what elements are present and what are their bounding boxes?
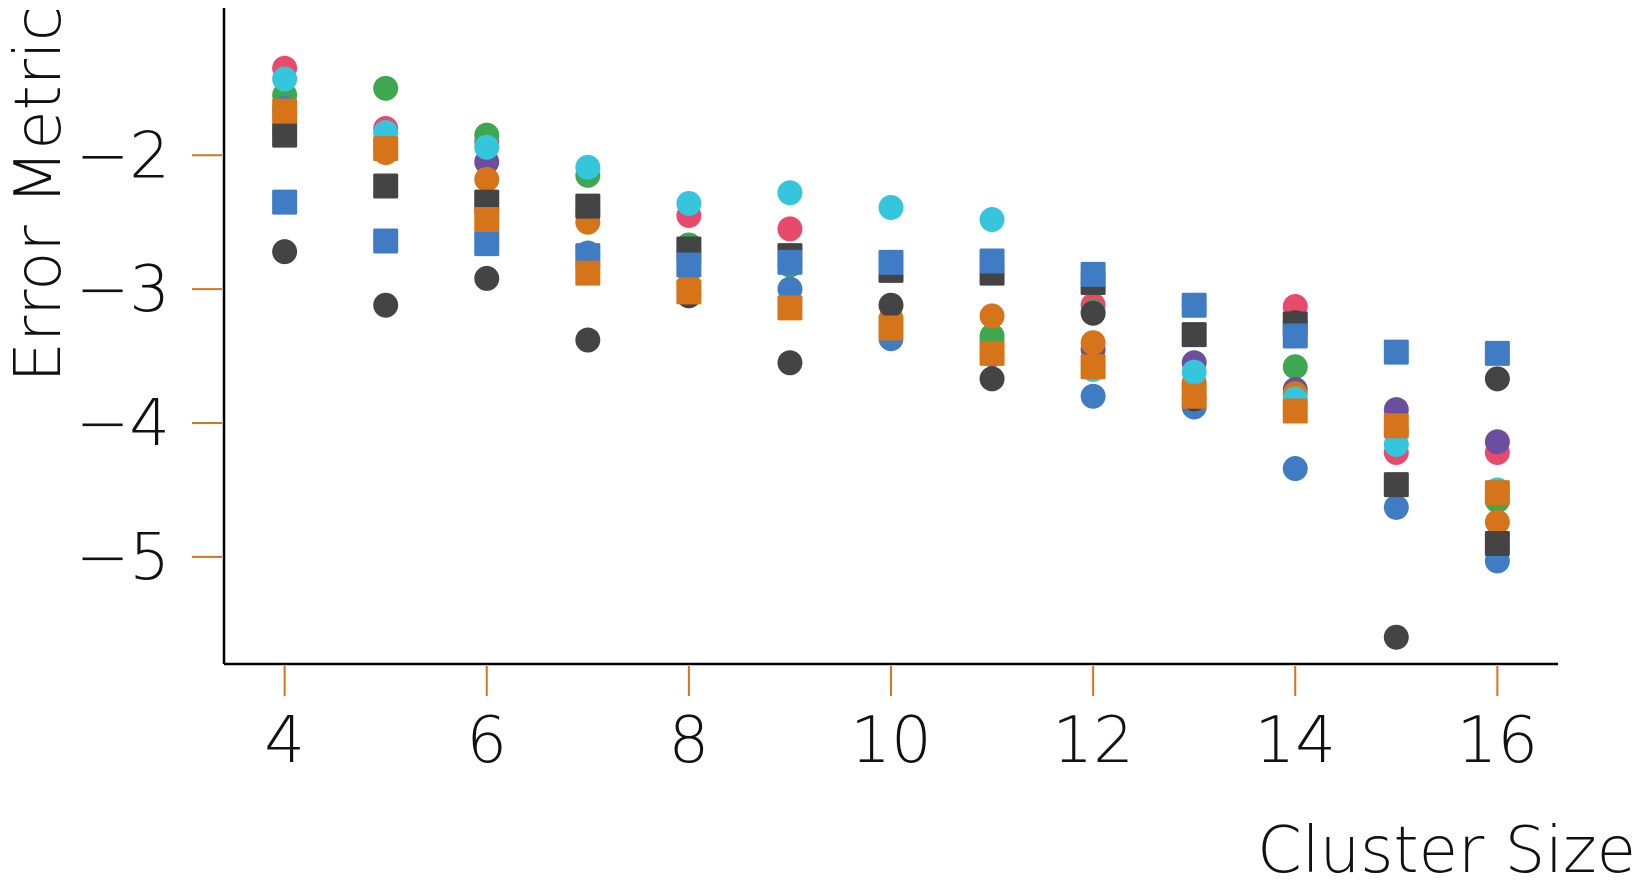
data-point-circle (1383, 624, 1409, 650)
data-point-square (272, 189, 298, 215)
data-point-circle (1282, 354, 1308, 380)
data-point-square (474, 231, 500, 257)
data-point-square (1282, 398, 1308, 424)
data-point-square (979, 248, 1005, 274)
data-point-circle (878, 292, 904, 318)
series-8 (272, 189, 1510, 366)
y-tick-label: −5 (76, 521, 170, 595)
y-tick-label: −4 (76, 387, 170, 461)
data-point-circle (575, 154, 601, 180)
data-point-circle (1080, 300, 1106, 326)
data-point-circle (1181, 359, 1207, 385)
data-point-circle (979, 303, 1005, 329)
data-point-circle (1484, 429, 1510, 455)
data-point-circle (878, 194, 904, 220)
series-6 (272, 66, 1510, 503)
series-9 (272, 98, 1510, 506)
x-tick-label: 8 (669, 704, 710, 778)
data-point-circle (272, 239, 298, 265)
data-point-square (1181, 292, 1207, 318)
data-point-square (878, 315, 904, 341)
data-point-circle (272, 66, 298, 92)
data-point-circle (777, 216, 803, 242)
data-point-square (272, 122, 298, 148)
data-points (272, 55, 1510, 650)
data-point-square (777, 249, 803, 275)
data-point-circle (373, 75, 399, 101)
data-point-square (676, 252, 702, 278)
data-point-square (1383, 339, 1409, 365)
data-point-square (1080, 354, 1106, 380)
data-point-circle (676, 190, 702, 216)
data-point-square (1080, 261, 1106, 287)
x-tick-label: 16 (1457, 704, 1538, 778)
data-point-circle (1080, 330, 1106, 356)
data-point-circle (777, 350, 803, 376)
data-point-square (1383, 413, 1409, 439)
x-tick-label: 10 (850, 704, 931, 778)
data-point-square (1181, 322, 1207, 348)
data-point-square (272, 98, 298, 124)
axes (222, 8, 1558, 666)
x-axis-title: Cluster Size (1257, 814, 1636, 880)
data-point-square (575, 193, 601, 219)
data-point-circle (373, 292, 399, 318)
data-point-circle (1383, 494, 1409, 520)
ticks: 4 6 8 10 12 14 16 −2 −3 −4 −5 (76, 119, 1538, 778)
y-tick-label: −3 (76, 253, 170, 327)
data-point-circle (575, 327, 601, 353)
data-point-circle (474, 134, 500, 160)
x-tick-label: 12 (1052, 704, 1133, 778)
data-point-square (1484, 480, 1510, 506)
data-point-circle (979, 207, 1005, 233)
data-point-square (1484, 531, 1510, 557)
data-point-circle (474, 166, 500, 192)
data-point-circle (1080, 383, 1106, 409)
y-axis-title: Error Metric (2, 6, 76, 382)
data-point-square (575, 260, 601, 286)
data-point-circle (474, 265, 500, 291)
x-tick-label: 14 (1255, 704, 1336, 778)
data-point-square (979, 340, 1005, 366)
data-point-circle (777, 180, 803, 206)
data-point-circle (1484, 366, 1510, 392)
data-point-square (1383, 472, 1409, 498)
data-point-square (878, 249, 904, 275)
data-point-square (1484, 340, 1510, 366)
data-point-circle (979, 366, 1005, 392)
data-point-circle (1282, 456, 1308, 482)
data-point-square (676, 279, 702, 305)
series-5 (272, 239, 1510, 650)
data-point-square (474, 207, 500, 233)
x-tick-label: 6 (466, 704, 507, 778)
data-point-square (777, 295, 803, 321)
data-point-square (373, 228, 399, 254)
x-tick-label: 4 (264, 704, 305, 778)
y-tick-label: −2 (76, 119, 170, 193)
data-point-square (1181, 383, 1207, 409)
data-point-square (373, 173, 399, 199)
data-point-circle (1484, 509, 1510, 535)
data-point-square (1282, 323, 1308, 349)
data-point-square (373, 136, 399, 162)
